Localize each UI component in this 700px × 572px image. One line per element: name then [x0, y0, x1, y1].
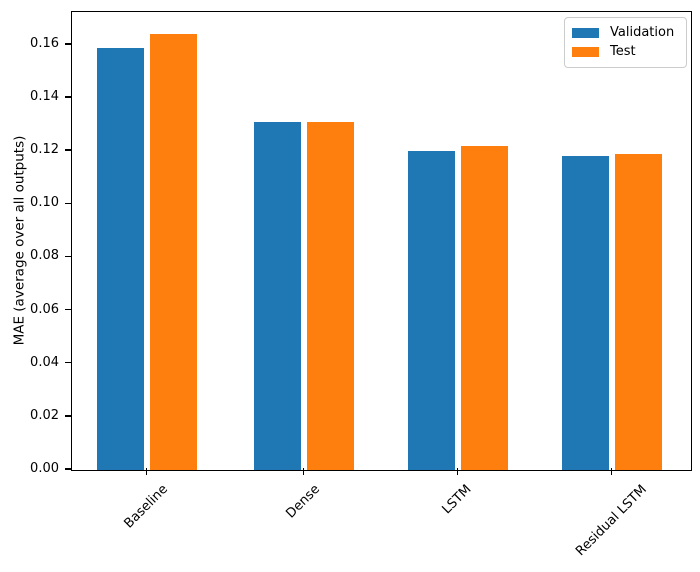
y-tick-label: 0.12	[30, 142, 59, 158]
bar-validation-baseline	[96, 47, 144, 470]
y-tick	[65, 149, 71, 151]
bar-validation-dense	[253, 121, 301, 470]
y-tick	[65, 96, 71, 98]
y-tick-label: 0.06	[30, 301, 59, 317]
x-tick	[456, 467, 459, 475]
y-tick	[65, 255, 71, 258]
y-tick-label: 0.16	[30, 35, 59, 51]
y-tick	[65, 43, 71, 45]
y-tick	[65, 362, 71, 364]
bar-validation-lstm	[407, 151, 455, 470]
y-tick	[65, 308, 71, 311]
x-tick	[302, 467, 305, 475]
legend-swatch-test	[572, 47, 599, 57]
bar-test-dense	[306, 121, 354, 470]
bar-test-lstm	[460, 145, 508, 470]
legend-label: Test	[610, 44, 636, 59]
y-tick	[65, 415, 71, 417]
x-tick	[145, 467, 148, 475]
bar-validation-residual-lstm	[561, 156, 609, 470]
x-tick	[610, 467, 613, 475]
x-tick-label: LSTM	[439, 482, 475, 518]
x-tick-label: Residual LSTM	[572, 482, 650, 559]
legend-swatch-validation	[572, 28, 599, 38]
y-tick-label: 0.00	[30, 461, 59, 476]
legend: Validation Test	[564, 17, 687, 68]
x-tick-label: Baseline	[121, 481, 172, 532]
y-tick-label: 0.04	[30, 354, 59, 370]
bar-test-residual-lstm	[614, 153, 662, 470]
legend-label: Validation	[610, 25, 675, 40]
bar-test-baseline	[149, 34, 197, 470]
legend-item-test: Test	[572, 43, 678, 61]
y-tick-label: 0.14	[30, 89, 59, 105]
y-tick	[65, 468, 71, 470]
y-tick-label: 0.08	[30, 248, 59, 264]
plot-area: 0.00 0.02 0.04 0.06 0.08 0.10 0.12 0.14 0.16 Base…	[30, 11, 692, 559]
y-tick-label: 0.02	[30, 407, 59, 423]
y-tick	[65, 202, 71, 204]
legend-item-validation: Validation	[572, 24, 678, 42]
x-tick-label: Dense	[283, 481, 323, 522]
y-tick-label: 0.10	[30, 195, 59, 211]
